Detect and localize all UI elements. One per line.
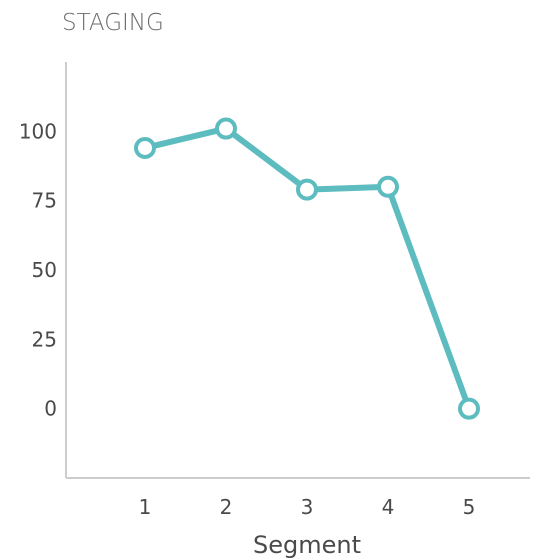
y-tick-label: 75 <box>32 189 57 213</box>
data-point <box>458 397 480 420</box>
chart-title: STAGING <box>62 10 164 36</box>
data-point <box>215 117 237 140</box>
y-tick-labels: 0 25 50 75 100 <box>19 119 57 420</box>
x-axis-title: Segment <box>253 531 361 559</box>
data-point <box>377 175 399 198</box>
x-tick-label: 2 <box>220 495 233 519</box>
x-tick-label: 3 <box>301 495 314 519</box>
x-tick-label: 5 <box>463 495 476 519</box>
data-point <box>296 178 318 201</box>
data-point <box>134 136 156 159</box>
x-tick-labels: 1 2 3 4 5 <box>139 495 476 519</box>
series-group <box>134 117 480 420</box>
x-tick-label: 1 <box>139 495 152 519</box>
y-tick-label: 0 <box>44 397 57 421</box>
y-tick-label: 100 <box>19 119 57 143</box>
y-tick-label: 25 <box>32 327 57 351</box>
series-line <box>142 125 472 412</box>
x-tick-label: 4 <box>382 495 395 519</box>
y-tick-label: 50 <box>32 258 57 282</box>
